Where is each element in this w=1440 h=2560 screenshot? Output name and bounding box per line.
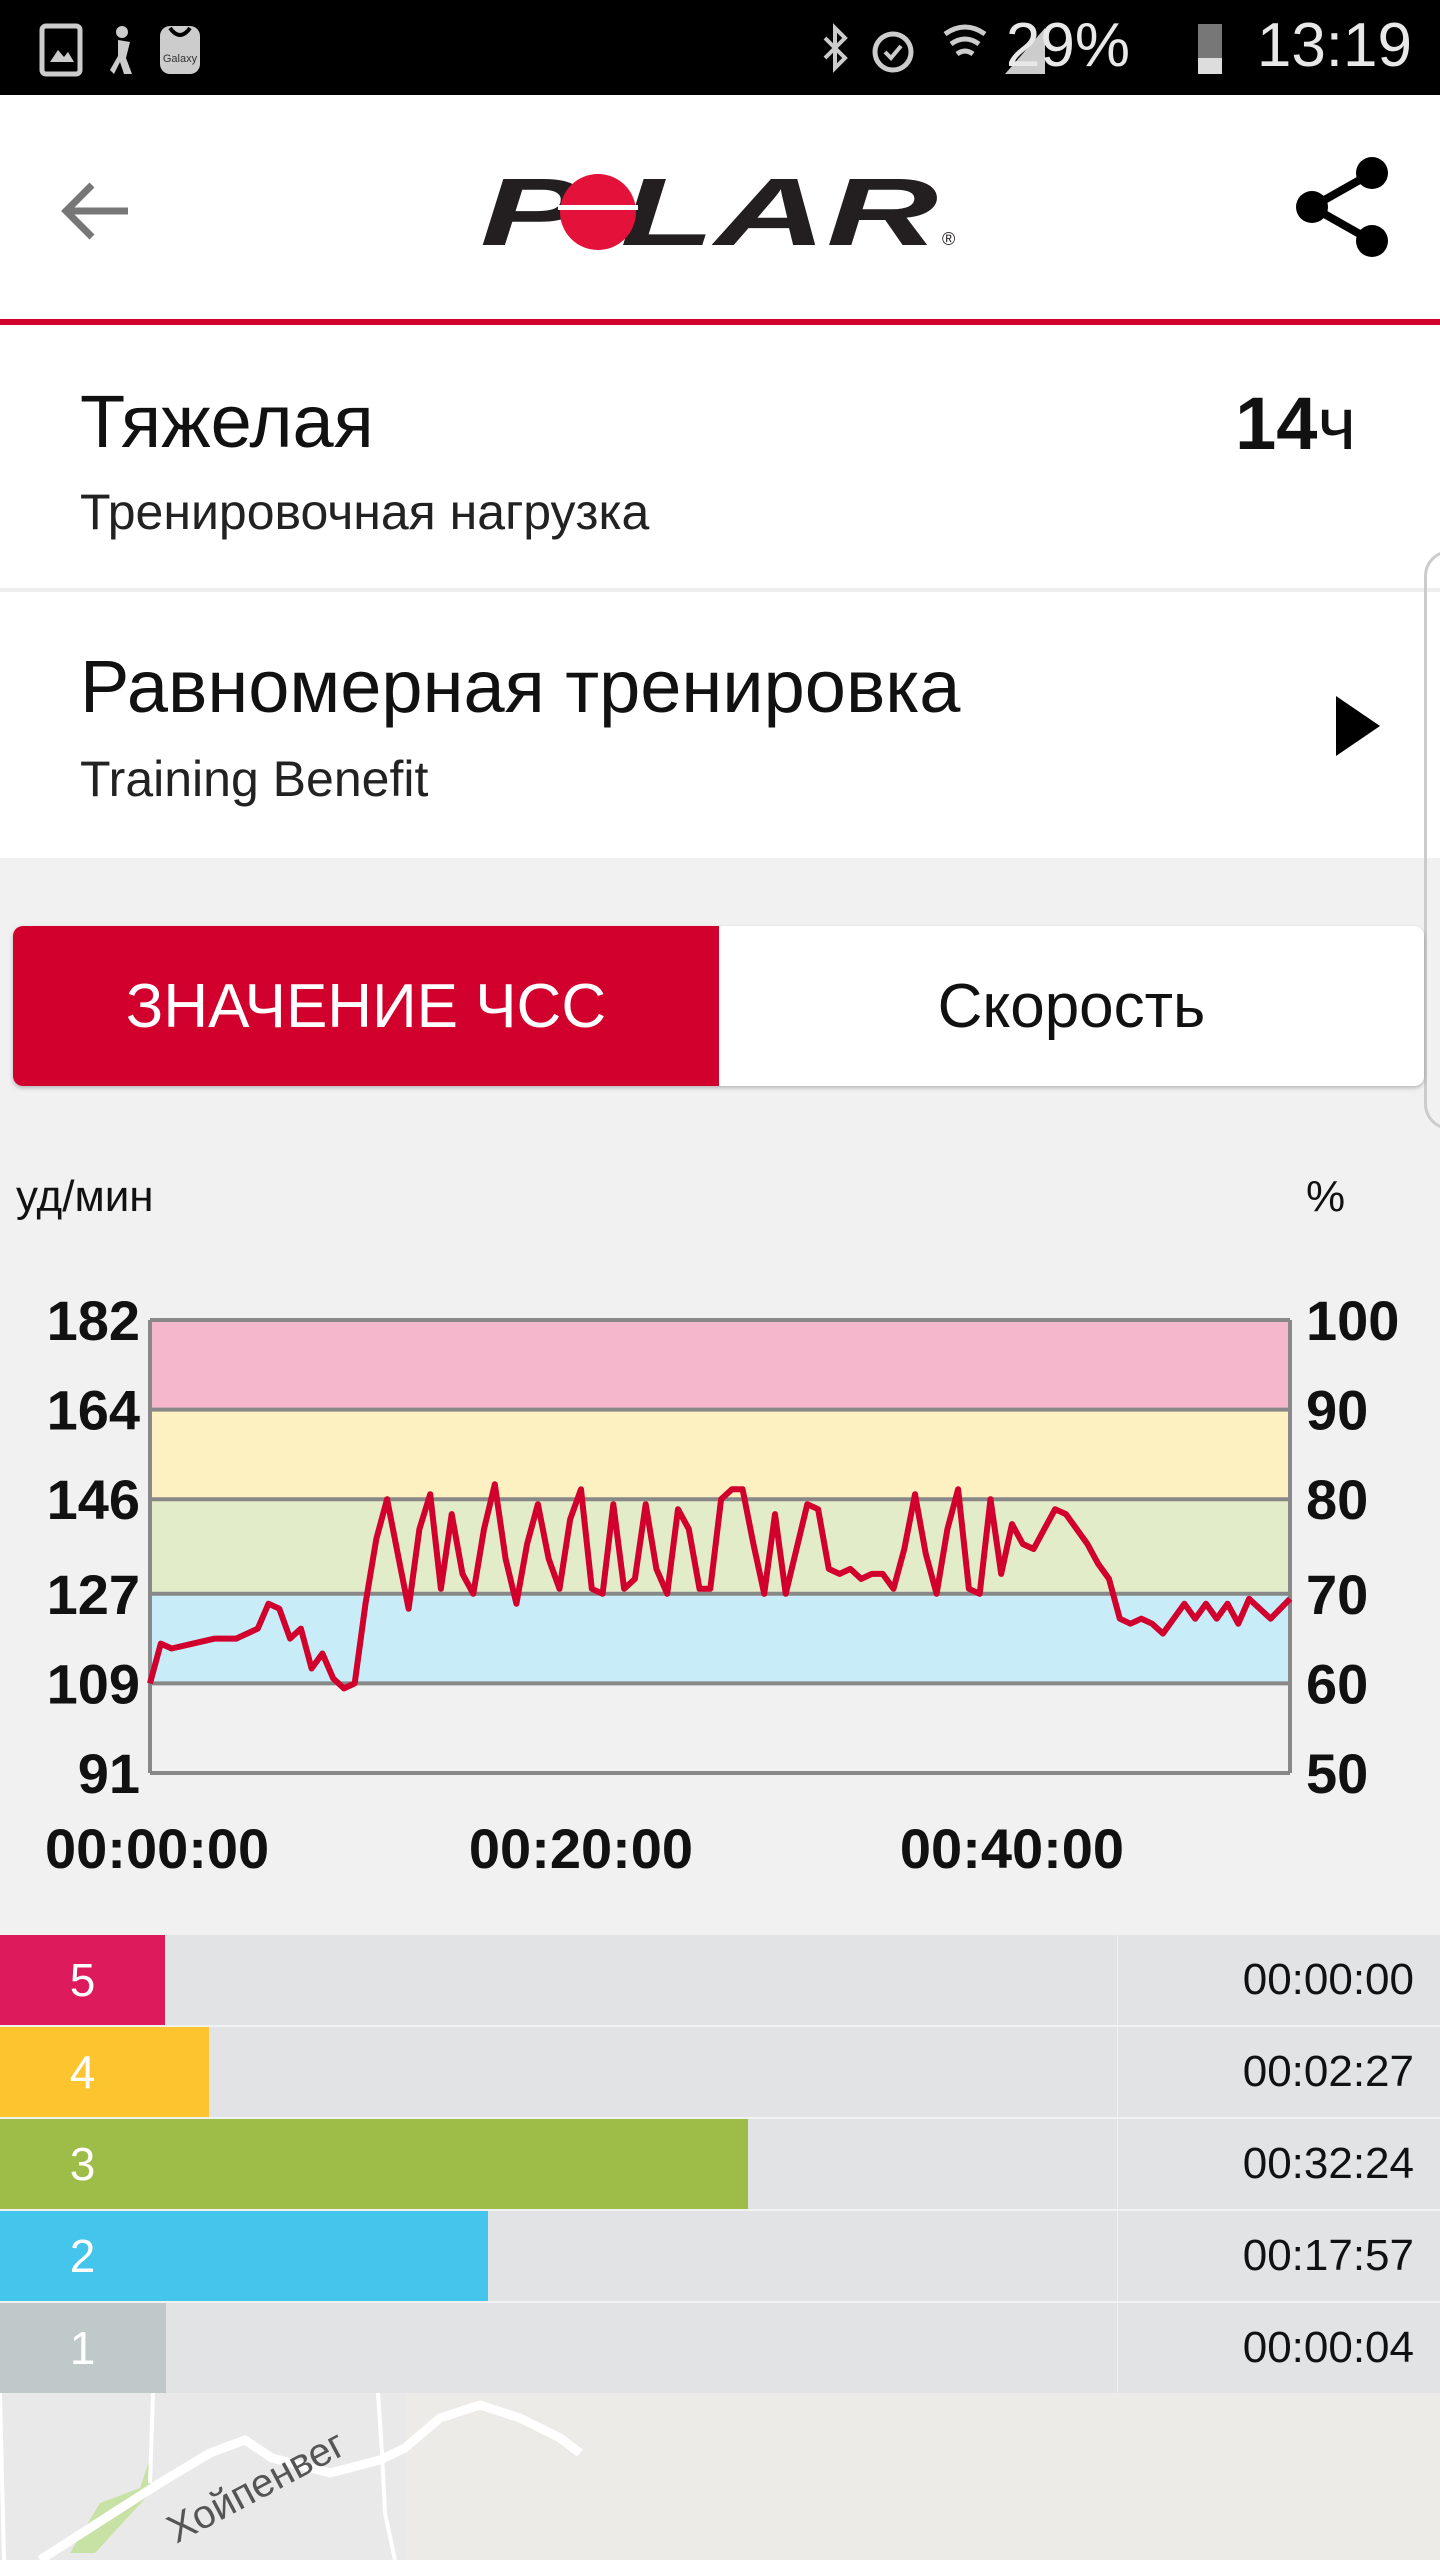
- signal-icon: [1005, 28, 1045, 74]
- fitness-icon: [116, 26, 128, 38]
- gallery-icon: [39, 23, 83, 77]
- heart-rate-chart: 182 164 146 127 109 91 100 90 80 70 60 50 00:00:00 00…: [45, 1289, 1399, 1880]
- y-tick-label: 164: [47, 1379, 140, 1442]
- zone-number: 3: [0, 2119, 165, 2209]
- zone-track: [165, 1935, 1117, 2025]
- zone-time: 00:17:57: [1118, 2211, 1440, 2301]
- y-tick-label: 146: [47, 1468, 140, 1531]
- zone-number: 5: [0, 1935, 165, 2025]
- zone-band-2: [150, 1593, 1290, 1684]
- zone-track: [165, 2119, 1117, 2209]
- x-tick-label: 00:00:00: [45, 1817, 269, 1880]
- zone-band-1: [150, 1683, 1290, 1773]
- y-tick-label: 109: [47, 1652, 140, 1715]
- zone-time: 00:02:27: [1118, 2027, 1440, 2117]
- zone-band-4: [150, 1409, 1290, 1500]
- zone-track: [165, 2027, 1117, 2117]
- map-roads: [0, 2393, 1440, 2560]
- recovery-time-value: 14: [1235, 382, 1318, 465]
- tab-speed[interactable]: Скорость: [719, 926, 1424, 1086]
- zone-row-4: 4 00:02:27: [0, 2027, 1440, 2117]
- galaxy-apps-icon: [160, 26, 200, 74]
- zone-row-5: 5 00:00:00: [0, 1935, 1440, 2025]
- zone-row-3: 3 00:32:24: [0, 2119, 1440, 2209]
- y-tick-label: 182: [47, 1289, 140, 1352]
- zone-time: 00:00:00: [1118, 1935, 1440, 2025]
- app-header: P LAR ®: [0, 95, 1440, 321]
- battery-percent: 29%: [1005, 11, 1130, 80]
- zone-track: [165, 2211, 1117, 2301]
- header-divider: [0, 319, 1440, 325]
- training-load-subtitle: Тренировочная нагрузка: [80, 484, 650, 540]
- alarm-icon: [872, 31, 914, 73]
- training-load-title: Тяжелая: [80, 380, 374, 463]
- battery-icon: [1198, 24, 1222, 74]
- x-tick-label: 00:40:00: [900, 1817, 1124, 1880]
- clock: 13:19: [1256, 11, 1412, 80]
- zone-number: 4: [0, 2027, 165, 2117]
- y-tick-right-label: 90: [1306, 1379, 1368, 1442]
- x-tick-label: 00:20:00: [469, 1817, 693, 1880]
- arrow-left-icon back-button[interactable]: [60, 181, 132, 241]
- share-icon[interactable]: [1292, 155, 1396, 259]
- zone-row-1: 1 00:00:04: [0, 2303, 1440, 2393]
- y-tick-right-label: 70: [1306, 1563, 1368, 1626]
- zone-band-5: [150, 1320, 1290, 1410]
- training-benefit-subtitle: Training Benefit: [80, 751, 429, 807]
- y-axis-right-label: %: [1306, 1172, 1346, 1221]
- y-tick-right-label: 80: [1306, 1468, 1368, 1531]
- zone-bar: [165, 2119, 749, 2209]
- wifi-icon: [943, 24, 987, 57]
- scroll-edge-hint: [1424, 550, 1440, 1130]
- heart-rate-line: [147, 1481, 1293, 1692]
- y-tick-right-label: 60: [1306, 1652, 1368, 1715]
- galaxy-label: Galaxy: [163, 53, 198, 65]
- y-tick-label: 91: [78, 1742, 140, 1805]
- zone-bar: [165, 2211, 489, 2301]
- y-tick-right-label: 100: [1306, 1289, 1399, 1352]
- notification-icons: Galaxy: [39, 23, 200, 77]
- y-axis-label: уд/мин: [16, 1172, 154, 1221]
- polar-logo: P LAR ®: [480, 159, 960, 266]
- system-icons: [823, 23, 1045, 74]
- zone-track: [165, 2303, 1117, 2393]
- training-benefit-row[interactable]: Равномерная тренировка Training Benefit: [0, 592, 1440, 858]
- svg-text:®: ®: [942, 229, 955, 249]
- zone-time: 00:00:04: [1118, 2303, 1440, 2393]
- svg-text:P LAR: P LAR: [480, 167, 938, 257]
- training-load-section: Тяжелая Тренировочная нагрузка 14ч: [0, 325, 1440, 588]
- play-arrow-icon[interactable]: [1336, 696, 1382, 756]
- training-benefit-title: Равномерная тренировка: [80, 645, 961, 728]
- y-tick-label: 127: [47, 1563, 140, 1626]
- zone-bar: [165, 2027, 210, 2117]
- zone-bar: [165, 2303, 167, 2393]
- zone-number: 2: [0, 2211, 165, 2301]
- recovery-time: 14ч: [1235, 381, 1356, 466]
- bluetooth-icon: [823, 23, 848, 73]
- route-map[interactable]: Хойпенвег: [0, 2393, 1440, 2560]
- y-tick-right-label: 50: [1306, 1742, 1368, 1805]
- zone-row-2: 2 00:17:57: [0, 2211, 1440, 2301]
- recovery-time-unit: ч: [1317, 382, 1356, 465]
- divider: [0, 588, 1440, 592]
- zone-time: 00:32:24: [1118, 2119, 1440, 2209]
- chart-tabs: ЗНАЧЕНИЕ ЧСС Скорость: [13, 926, 1424, 1086]
- status-bar: Galaxy 29% 13:19: [0, 0, 1440, 95]
- zone-number: 1: [0, 2303, 165, 2393]
- tab-heart-rate[interactable]: ЗНАЧЕНИЕ ЧСС: [13, 926, 719, 1086]
